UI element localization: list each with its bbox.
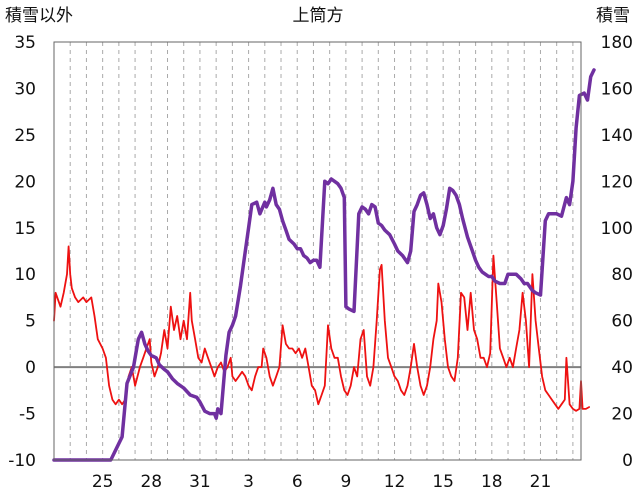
right-tick-label: 100 [601,219,633,239]
left-axis-ticks: -10 -5 0 5 10 15 20 25 30 35 [8,33,36,471]
right-axis-ticks: 0 20 40 60 80 100 120 140 160 180 [601,33,633,471]
x-tick-label: 12 [384,472,406,492]
x-tick-label: 25 [92,472,114,492]
right-tick-label: 0 [622,451,633,471]
left-tick-label: 0 [25,358,36,378]
chart-title: 上筒方 [293,6,344,26]
right-tick-label: 20 [611,405,633,425]
right-tick-label: 180 [601,33,633,53]
left-tick-label: 15 [14,219,36,239]
snow-series-line [52,68,596,462]
x-tick-label: 31 [189,472,211,492]
x-tick-label: 3 [243,472,254,492]
right-tick-label: 140 [601,126,633,146]
x-axis-ticks: 25 28 31 3 6 9 12 15 18 21 [92,472,551,492]
left-tick-label: 5 [25,312,36,332]
left-tick-label: 25 [14,126,36,146]
x-tick-label: 18 [481,472,503,492]
x-tick-label: 6 [292,472,303,492]
right-axis-label: 積雪 [596,6,630,26]
x-tick-label: 9 [340,472,351,492]
left-tick-label: 35 [14,33,36,53]
right-tick-label: 160 [601,79,633,99]
right-tick-label: 80 [611,265,633,285]
x-tick-label: 15 [432,472,454,492]
plot-frame [53,41,582,461]
other-series-line [53,245,590,412]
right-tick-label: 40 [611,358,633,378]
left-tick-label: -10 [8,451,36,471]
left-axis-label: 積雪以外 [5,6,73,26]
right-tick-label: 60 [611,312,633,332]
series-layer [52,68,596,462]
left-tick-label: 30 [14,79,36,99]
x-tick-label: 21 [530,472,552,492]
right-tick-label: 120 [601,172,633,192]
left-tick-label: -5 [19,405,36,425]
left-tick-label: 10 [14,265,36,285]
x-tick-label: 28 [140,472,162,492]
vertical-gridlines [69,42,574,460]
left-tick-label: 20 [14,172,36,192]
